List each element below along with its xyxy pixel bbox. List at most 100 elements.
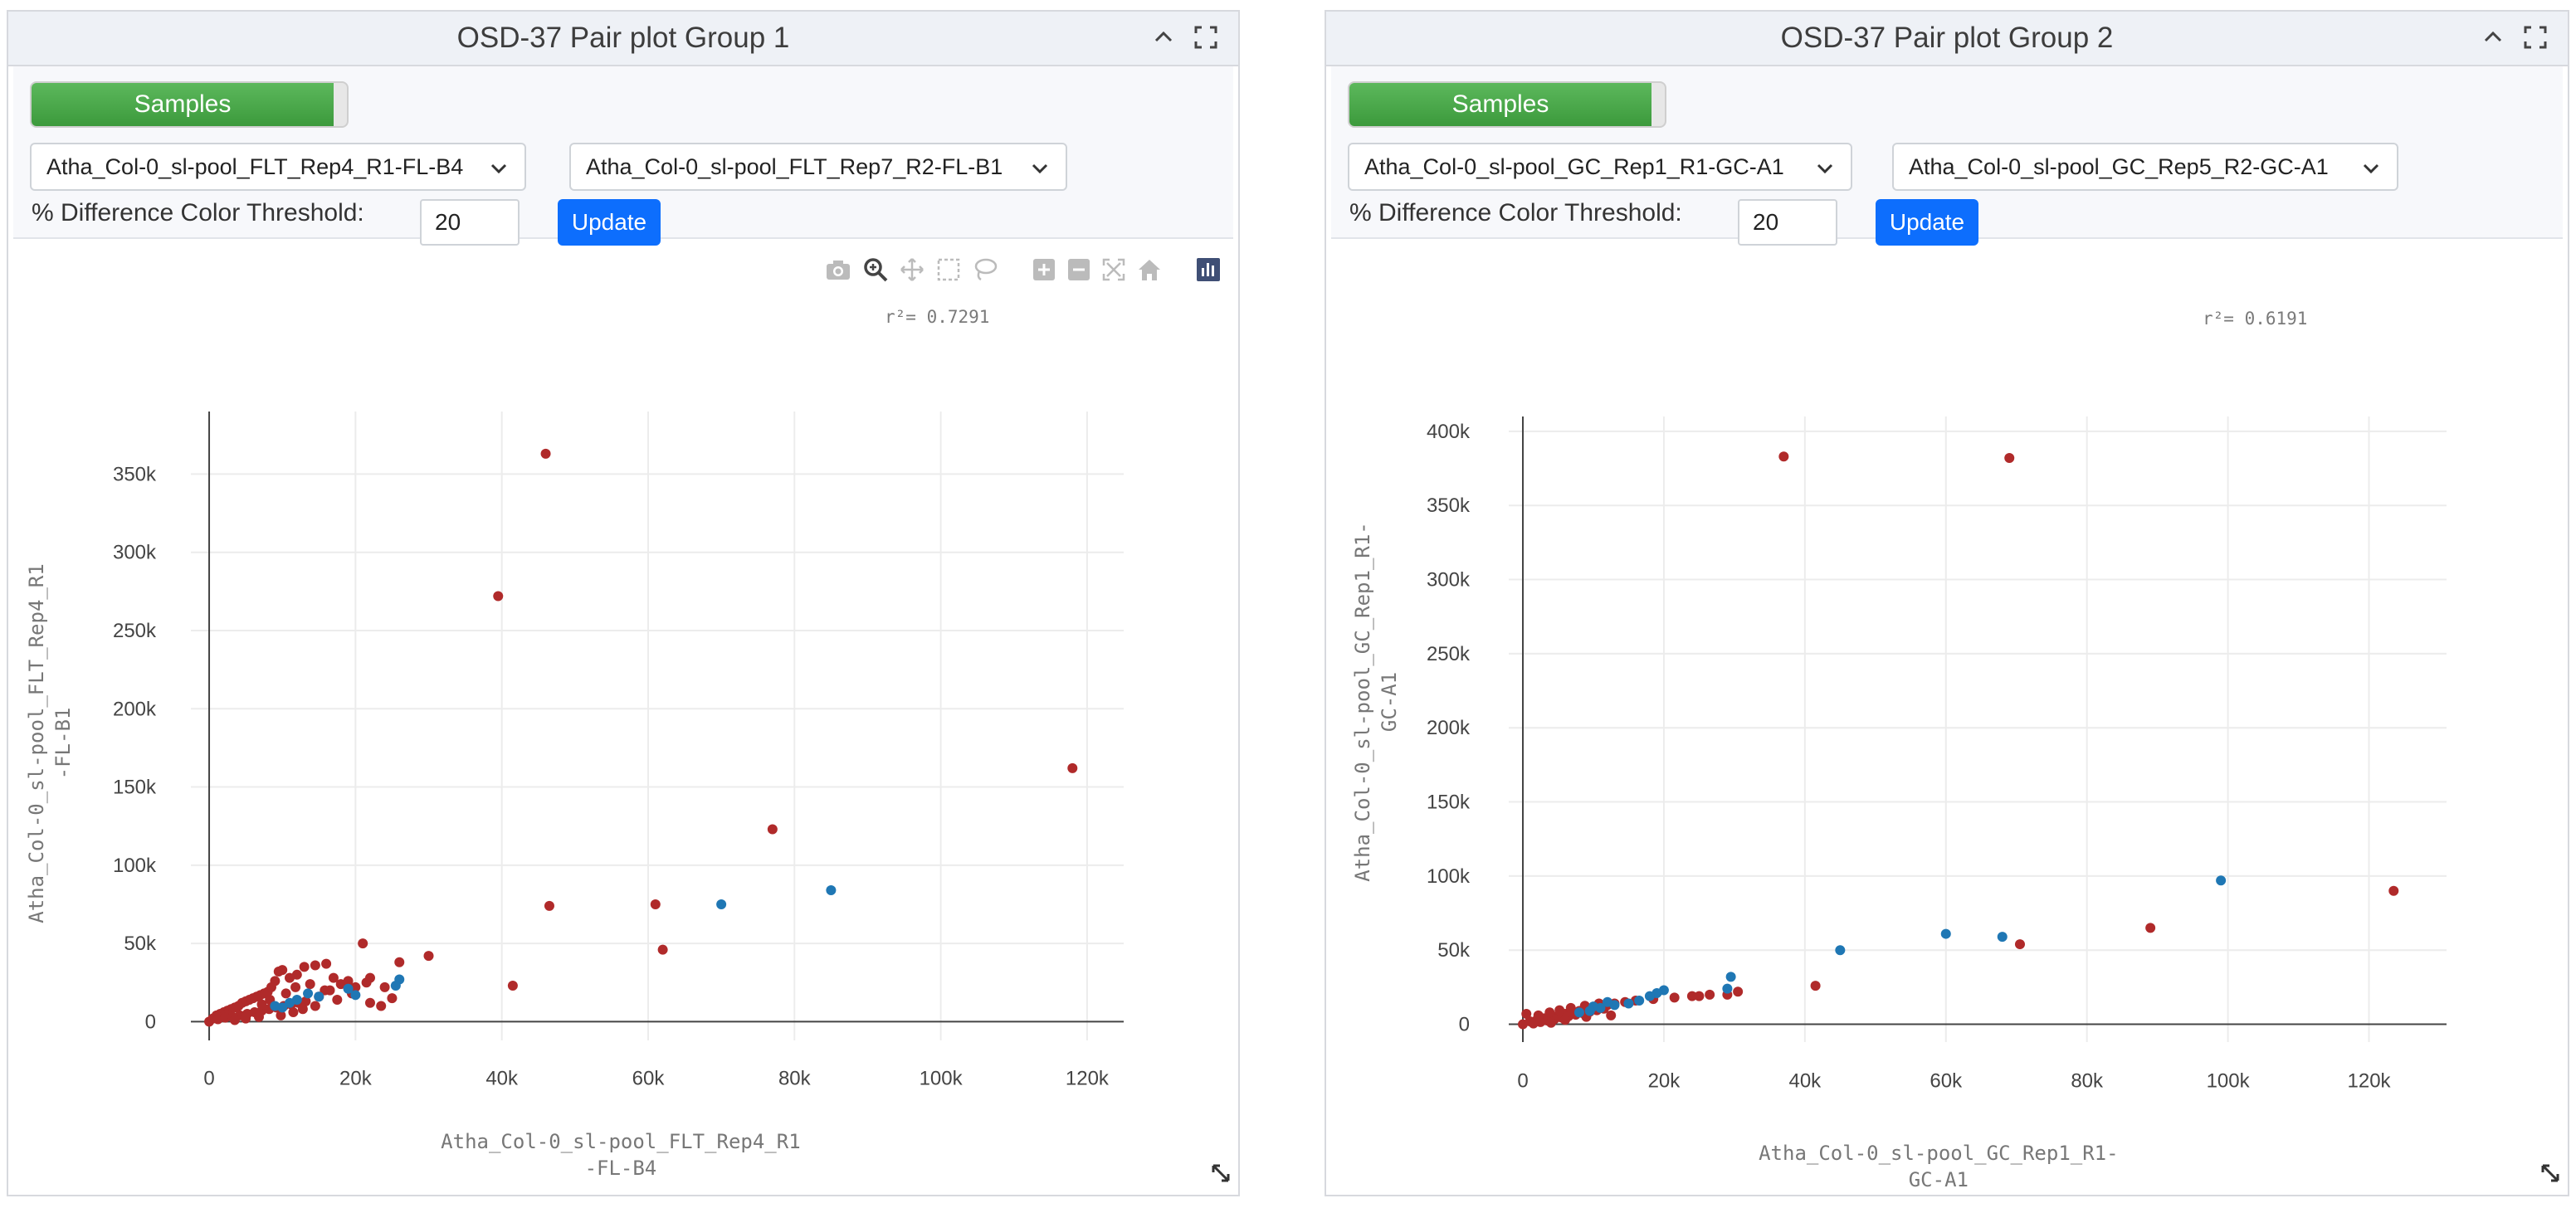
scatter-point[interactable] — [507, 981, 518, 991]
zoom-icon[interactable] — [863, 257, 888, 282]
scatter-point[interactable] — [320, 985, 330, 996]
fullscreen-expand-icon[interactable] — [2523, 25, 2548, 50]
sample-select-1[interactable]: Atha_Col-0_sl-pool_GC_Rep1_R1-GC-A1 — [1348, 143, 1852, 191]
scatter-point[interactable] — [1644, 991, 1655, 1001]
scatter-point[interactable] — [332, 994, 343, 1005]
scatter-point[interactable] — [241, 1013, 251, 1024]
sample-select-2[interactable]: Atha_Col-0_sl-pool_GC_Rep5_R2-GC-A1 — [1892, 143, 2398, 191]
scatter-point[interactable] — [2216, 875, 2227, 886]
scatter-point[interactable] — [390, 981, 401, 991]
scatter-point[interactable] — [376, 1001, 387, 1011]
scatter-point[interactable] — [1559, 1015, 1570, 1025]
scatter-point[interactable] — [1554, 1005, 1565, 1016]
scatter-point[interactable] — [1835, 945, 1846, 956]
scatter-point[interactable] — [1997, 932, 2008, 943]
scatter-point[interactable] — [256, 999, 267, 1010]
scatter-point[interactable] — [1584, 1006, 1595, 1016]
scatter-point[interactable] — [2014, 939, 2025, 950]
scatter-point[interactable] — [1521, 1009, 1532, 1020]
scatter-point[interactable] — [300, 996, 311, 1006]
scatter-point[interactable] — [1545, 1017, 1556, 1028]
scatter-point[interactable] — [2004, 453, 2015, 464]
scatter-point[interactable] — [1778, 451, 1789, 462]
scatter-point[interactable] — [328, 972, 339, 983]
scatter-point[interactable] — [1725, 972, 1736, 982]
scatter-point[interactable] — [423, 951, 434, 962]
scatter-point[interactable] — [343, 976, 354, 986]
camera-icon[interactable] — [825, 258, 851, 281]
scatter-point[interactable] — [299, 962, 310, 972]
sample-select-1[interactable]: Atha_Col-0_sl-pool_FLT_Rep4_R1-FL-B4 — [30, 143, 526, 191]
scatter-point[interactable] — [394, 957, 405, 967]
scatter-point[interactable] — [321, 958, 332, 969]
scatter-point[interactable] — [305, 979, 315, 990]
scatter-point[interactable] — [657, 944, 668, 955]
scatter-point[interactable] — [358, 938, 368, 949]
scatter-point[interactable] — [1517, 1019, 1528, 1030]
home-icon[interactable] — [1137, 258, 1162, 281]
scatter-point[interactable] — [387, 993, 398, 1004]
scatter-point[interactable] — [1565, 1002, 1576, 1013]
scatter-point[interactable] — [303, 988, 314, 999]
scatter-point[interactable] — [826, 884, 837, 895]
update-button[interactable]: Update — [1876, 199, 1978, 246]
scatter-point[interactable] — [273, 967, 284, 977]
collapse-chevron-up-icon[interactable] — [2481, 25, 2505, 50]
scatter-point[interactable] — [1573, 1007, 1584, 1018]
scatter-point[interactable] — [1533, 1010, 1544, 1020]
scatter-point[interactable] — [1606, 1010, 1617, 1020]
scatter-point[interactable] — [1686, 991, 1697, 1001]
scatter-point[interactable] — [276, 1010, 286, 1020]
scatter-point[interactable] — [297, 1004, 308, 1015]
scatter-plot-group-2[interactable]: 0 20k 40k 60k 80k 100k 120k 0 50k 100k 150k 200k 250… — [1326, 236, 2568, 1190]
collapse-chevron-up-icon[interactable] — [1152, 25, 1175, 50]
scatter-point[interactable] — [285, 972, 295, 983]
scatter-point[interactable] — [229, 1015, 240, 1025]
scatter-point[interactable] — [281, 988, 291, 999]
scatter-point[interactable] — [220, 1012, 231, 1023]
scatter-point[interactable] — [285, 997, 295, 1008]
scatter-point[interactable] — [1602, 996, 1612, 1007]
scatter-point[interactable] — [1722, 983, 1733, 994]
resize-handle-icon[interactable] — [2539, 1162, 2561, 1188]
scatter-point[interactable] — [343, 983, 354, 994]
scatter-point[interactable] — [290, 982, 301, 992]
scatter-point[interactable] — [544, 900, 554, 911]
scatter-point[interactable] — [767, 824, 778, 835]
samples-toggle[interactable]: Samples — [1348, 81, 1666, 128]
pan-icon[interactable] — [900, 257, 925, 282]
zoom-out-icon[interactable] — [1067, 258, 1090, 281]
fullscreen-expand-icon[interactable] — [1193, 25, 1218, 50]
samples-toggle[interactable]: Samples — [30, 81, 349, 128]
update-button[interactable]: Update — [558, 199, 661, 246]
scatter-point[interactable] — [270, 1001, 281, 1011]
scatter-point[interactable] — [1623, 998, 1634, 1009]
zoom-in-icon[interactable] — [1032, 258, 1056, 281]
sample-select-2[interactable]: Atha_Col-0_sl-pool_FLT_Rep7_R2-FL-B1 — [569, 143, 1067, 191]
scatter-point[interactable] — [1694, 991, 1705, 1001]
scatter-point[interactable] — [1669, 992, 1680, 1003]
scatter-point[interactable] — [310, 1001, 320, 1011]
scatter-point[interactable] — [310, 960, 320, 971]
scatter-point[interactable] — [288, 1007, 299, 1018]
scatter-point[interactable] — [379, 982, 390, 992]
scatter-point[interactable] — [204, 1016, 215, 1027]
plotly-logo-icon[interactable] — [1197, 258, 1220, 281]
scatter-point[interactable] — [364, 972, 375, 983]
scatter-point[interactable] — [1067, 762, 1078, 773]
lasso-icon[interactable] — [973, 257, 998, 282]
threshold-input[interactable]: 20 — [1738, 199, 1837, 246]
box-select-icon[interactable] — [936, 257, 961, 282]
scatter-point[interactable] — [1544, 1007, 1555, 1018]
scatter-plot-group-1[interactable]: 0 20k 40k 60k 80k 100k 120k 0 50k 100k 150k 200k 250… — [8, 236, 1238, 1190]
scatter-point[interactable] — [1940, 928, 1951, 939]
scatter-point[interactable] — [540, 448, 551, 459]
scatter-point[interactable] — [493, 591, 504, 602]
scatter-point[interactable] — [314, 991, 324, 1002]
scatter-point[interactable] — [350, 990, 361, 1001]
scatter-point[interactable] — [650, 899, 661, 909]
scatter-point[interactable] — [1810, 981, 1821, 991]
scatter-point[interactable] — [1705, 989, 1715, 1000]
scatter-point[interactable] — [253, 1011, 264, 1022]
scatter-point[interactable] — [364, 997, 375, 1008]
